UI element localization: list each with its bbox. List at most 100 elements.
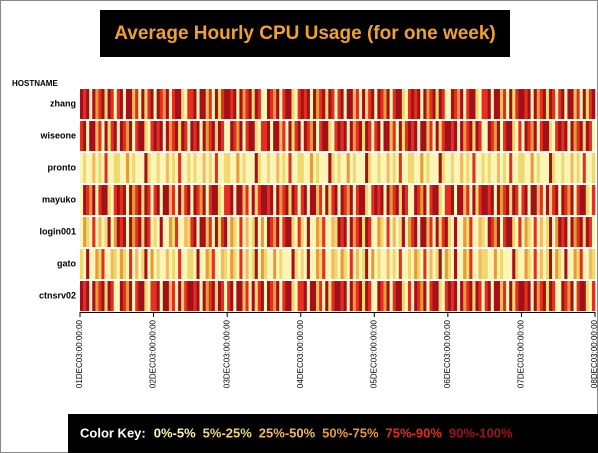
- y-axis-title: HOSTNAME: [12, 79, 58, 88]
- heat-cell: [83, 281, 87, 311]
- heat-cell: [365, 249, 369, 279]
- heat-cell: [221, 249, 225, 279]
- heat-cell: [300, 153, 305, 183]
- heat-cell: [291, 217, 295, 247]
- heat-cell: [322, 249, 326, 279]
- heat-cell: [273, 249, 277, 279]
- heat-cell: [450, 281, 455, 311]
- heat-cell: [377, 121, 381, 151]
- heat-cell: [588, 249, 593, 279]
- heat-cell: [386, 217, 390, 247]
- heat-cell: [291, 185, 295, 215]
- heat-cell: [349, 217, 354, 247]
- heat-cell: [153, 185, 157, 215]
- heat-cell: [447, 185, 452, 215]
- heat-cell: [466, 281, 470, 311]
- heat-cell: [463, 217, 467, 247]
- heat-cell: [282, 249, 286, 279]
- heat-cell: [478, 89, 482, 119]
- heat-cell: [395, 153, 400, 183]
- heat-cell: [257, 185, 262, 215]
- heat-cell: [355, 153, 360, 183]
- heat-cell: [239, 217, 243, 247]
- heat-cell: [196, 153, 200, 183]
- heat-cell: [214, 121, 219, 151]
- heat-cell: [147, 217, 151, 247]
- heat-cell: [506, 185, 510, 215]
- heat-cell: [438, 281, 443, 311]
- heat-cell: [211, 89, 216, 119]
- heat-cell: [343, 153, 347, 183]
- heat-cell: [524, 185, 528, 215]
- heat-cell: [453, 153, 458, 183]
- heat-cell: [190, 249, 194, 279]
- heat-cell: [401, 217, 406, 247]
- heat-cell: [101, 185, 105, 215]
- heat-cell: [294, 121, 298, 151]
- heat-cell: [423, 89, 427, 119]
- heat-cell: [334, 249, 338, 279]
- heat-cell: [153, 281, 157, 311]
- heat-cell: [542, 121, 547, 151]
- heat-cell: [408, 89, 412, 119]
- heat-cell: [588, 121, 593, 151]
- heat-cell: [542, 153, 547, 183]
- heat-cell: [156, 185, 161, 215]
- heat-cell: [457, 185, 461, 215]
- heat-cell: [401, 89, 406, 119]
- heat-cell: [386, 153, 390, 183]
- heat-cell: [312, 217, 317, 247]
- heat-cell: [570, 249, 574, 279]
- heat-cell: [426, 217, 430, 247]
- heat-cell: [294, 89, 298, 119]
- heat-cell: [411, 185, 415, 215]
- heat-cell: [570, 153, 574, 183]
- heat-cell: [322, 121, 326, 151]
- title-box: [100, 10, 510, 57]
- heat-cell: [319, 249, 323, 279]
- heat-cell: [542, 185, 547, 215]
- heat-cell: [432, 89, 436, 119]
- heat-cell: [374, 153, 378, 183]
- heat-cell: [224, 153, 228, 183]
- heat-cell: [312, 249, 317, 279]
- heat-cell: [254, 153, 259, 183]
- heat-cell: [349, 153, 354, 183]
- heat-cell: [591, 89, 596, 119]
- heat-cell: [159, 185, 164, 215]
- heat-cell: [368, 89, 372, 119]
- heat-cell: [374, 281, 378, 311]
- heat-cell: [374, 217, 378, 247]
- heat-cell: [423, 249, 427, 279]
- heat-cell: [300, 89, 305, 119]
- heat-cell: [288, 89, 292, 119]
- heat-cell: [184, 89, 188, 119]
- heat-cell: [129, 153, 133, 183]
- heat-cell: [316, 121, 320, 151]
- heat-cell: [429, 89, 433, 119]
- heat-cell: [217, 281, 222, 311]
- heat-cell: [113, 281, 118, 311]
- heat-cell: [340, 185, 344, 215]
- heat-cell: [389, 281, 393, 311]
- heat-cell: [98, 217, 102, 247]
- heat-cell: [325, 121, 329, 151]
- heat-cell: [450, 153, 455, 183]
- heat-cell: [506, 217, 510, 247]
- heat-cell: [457, 89, 461, 119]
- heat-cell: [125, 121, 130, 151]
- heat-cell: [162, 153, 167, 183]
- heat-cell: [499, 89, 504, 119]
- legend-item: 50%-75%: [322, 425, 379, 440]
- heat-cell: [325, 89, 329, 119]
- heat-cell: [138, 185, 142, 215]
- heat-cell: [386, 89, 390, 119]
- heat-cell: [150, 185, 154, 215]
- heat-cell: [322, 185, 326, 215]
- heat-cell: [573, 89, 577, 119]
- heat-cell: [159, 217, 164, 247]
- heat-cell: [266, 185, 271, 215]
- heat-cell: [116, 121, 121, 151]
- heat-cell: [472, 249, 476, 279]
- heat-cell: [444, 153, 449, 183]
